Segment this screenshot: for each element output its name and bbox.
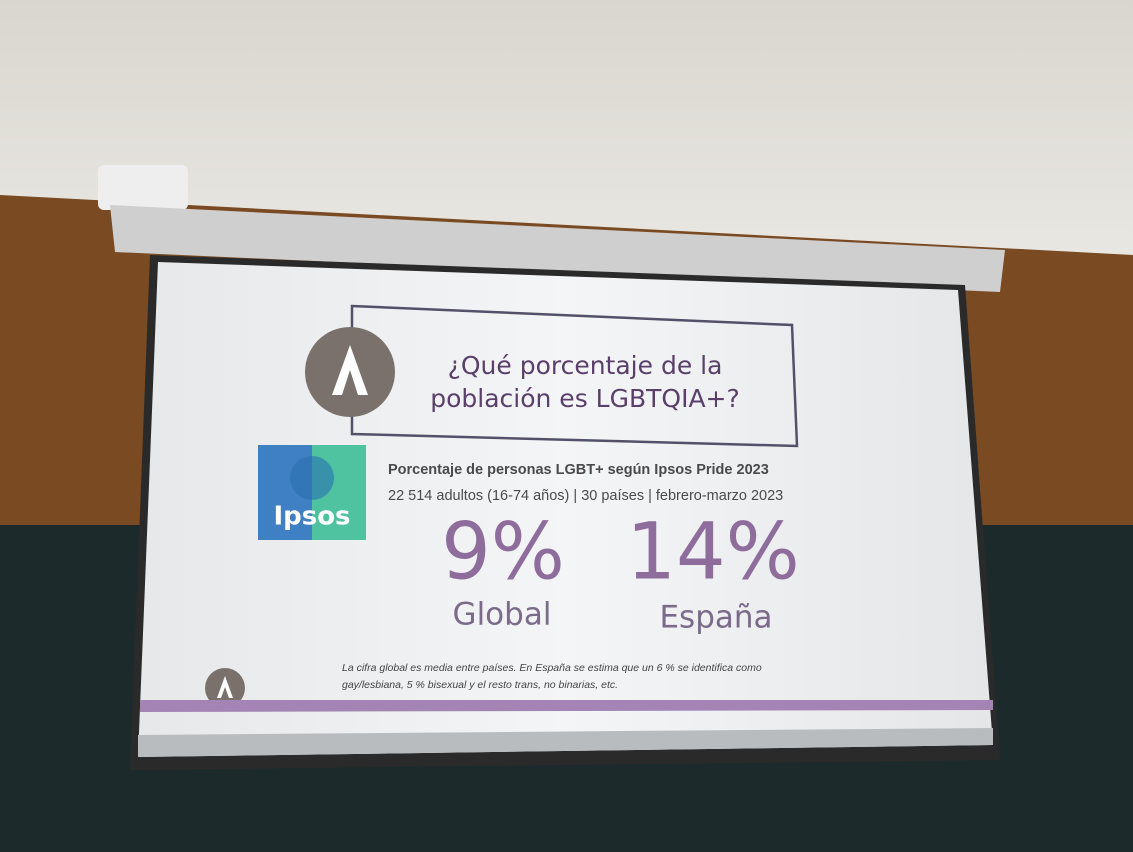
details: 22 514 adultos (16-74 años) | 30 países … [388,488,783,504]
ceiling [0,0,1133,255]
title-line: ¿Qué porcentaje de la [448,351,723,380]
footer-bar [140,700,993,712]
footnote: gay/lesbiana, 5 % bisexual y el resto tr… [342,679,618,691]
small-logo-mark [217,676,233,698]
projector [98,165,188,210]
ipsos-logo-text: Ipsos [273,502,350,532]
stat-label: Global [453,597,552,633]
stat-figure: 9% [441,507,565,597]
small-logo [205,668,245,708]
brand-logo [305,327,395,417]
ipsos-logo-figure [290,456,334,500]
subtitle: Porcentaje de personas LGBT+ según Ipsos… [388,462,769,478]
stat-figure: 14% [626,507,799,597]
stat-label: España [659,600,772,636]
screen-bottom [138,728,993,757]
footnote: La cifra global es media entre países. E… [342,662,762,674]
screen-case [110,205,1005,292]
title-line: población es LGBTQIA+? [430,384,740,413]
brand-mark [332,345,368,395]
